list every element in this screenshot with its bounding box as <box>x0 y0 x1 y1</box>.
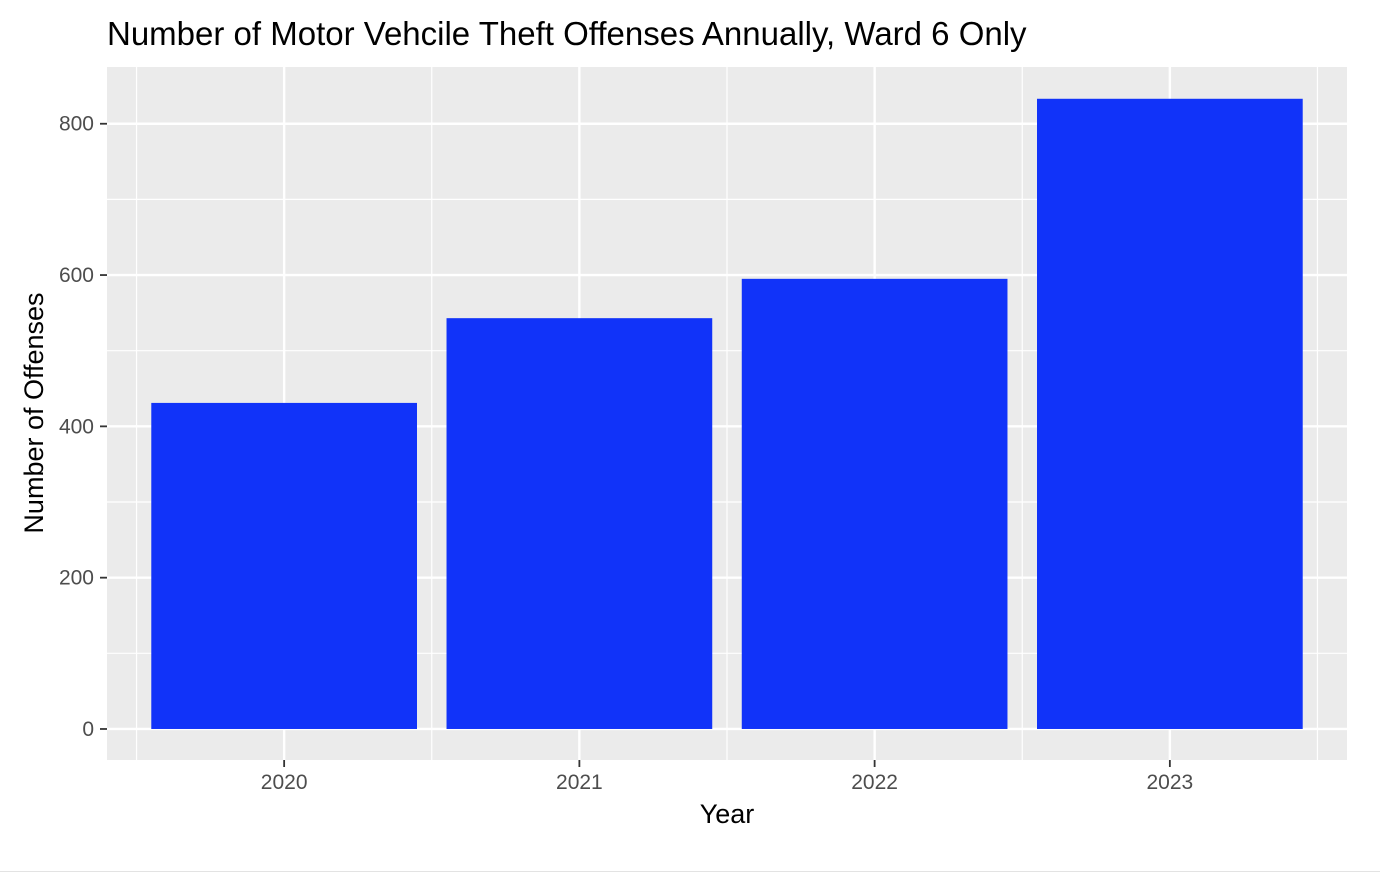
x-tick-label: 2023 <box>1146 771 1193 794</box>
x-tick-label: 2021 <box>556 771 603 794</box>
bars <box>151 98 1303 729</box>
y-tick-label: 600 <box>59 264 94 287</box>
x-axis: 2020 2021 2022 2023 <box>261 760 1193 794</box>
y-tick-label: 800 <box>59 113 94 136</box>
bar-2023 <box>1037 98 1303 729</box>
bar-2022 <box>741 278 1008 729</box>
y-axis: 0 200 400 600 800 <box>59 113 107 741</box>
x-tick-label: 2022 <box>851 771 898 794</box>
bottom-divider <box>0 871 1380 872</box>
x-tick-label: 2020 <box>261 771 308 794</box>
y-tick-label: 0 <box>82 718 94 741</box>
x-axis-title: Year <box>700 799 755 829</box>
bar-2021 <box>446 318 713 729</box>
bar-2020 <box>151 402 418 729</box>
y-tick-label: 400 <box>59 415 94 438</box>
y-axis-title: Number of Offenses <box>19 292 49 533</box>
y-tick-label: 200 <box>59 567 94 590</box>
chart-title: Number of Motor Vehcile Theft Offenses A… <box>107 15 1027 52</box>
